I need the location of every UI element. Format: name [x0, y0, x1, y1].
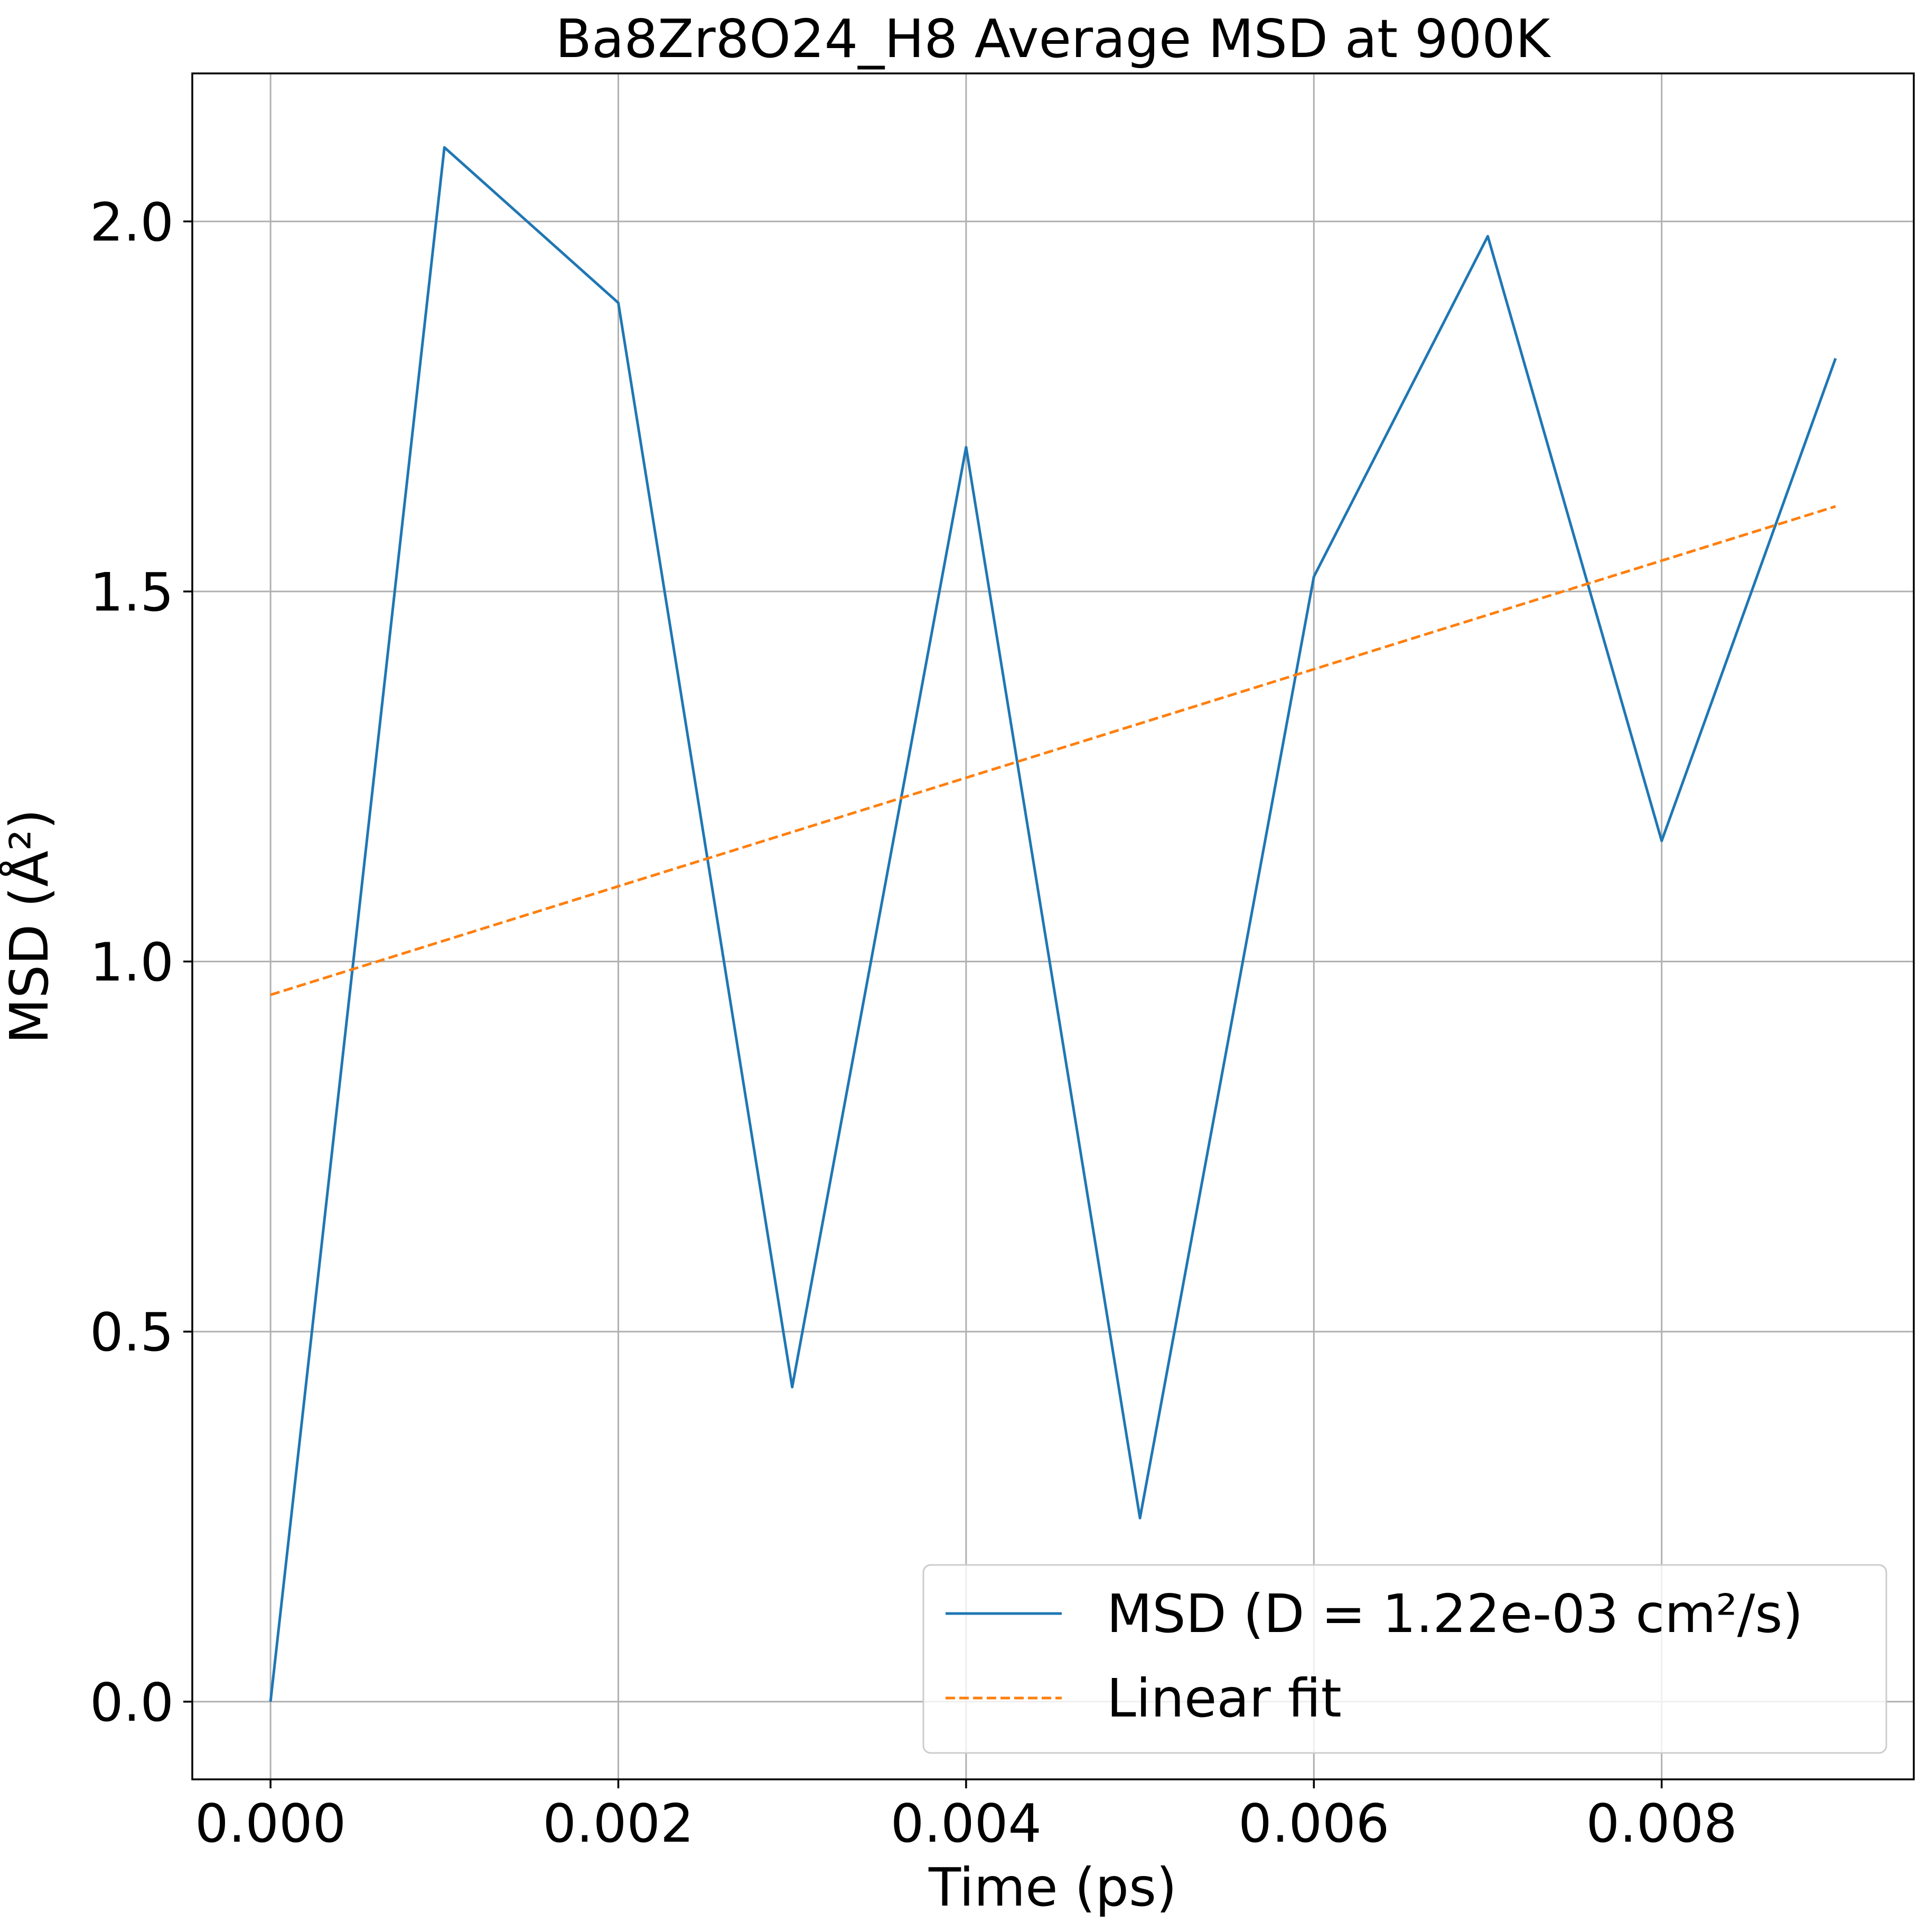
msd-series-line [269, 146, 1837, 1702]
y-tick-label: 1.0 [90, 932, 174, 993]
x-tick-label: 0.008 [1586, 1793, 1737, 1854]
y-tick-label: 0.0 [90, 1672, 174, 1733]
x-axis-label: Time (ps) [928, 1856, 1177, 1918]
plot-frame [191, 72, 1915, 1780]
series-lines [269, 146, 1837, 1702]
legend: MSD (D = 1.22e-03 cm²/s) Linear fit [922, 1564, 1887, 1754]
y-tick-label: 2.0 [90, 191, 174, 253]
linear-fit-line [270, 505, 1836, 996]
y-tick-label: 0.5 [90, 1301, 174, 1363]
chart-title: Ba8Zr8O24_H8 Average MSD at 900K [555, 8, 1551, 70]
y-axis-label: MSD (Å²) [0, 809, 60, 1044]
legend-box [922, 1564, 1887, 1754]
x-tick-label: 0.000 [195, 1793, 346, 1854]
x-axis-ticks: 0.000 0.002 0.004 0.006 0.008 [195, 1779, 1737, 1854]
y-tick-label: 1.5 [90, 561, 174, 623]
legend-fit-label: Linear fit [1107, 1667, 1342, 1729]
x-tick-label: 0.004 [891, 1793, 1042, 1854]
x-tick-label: 0.002 [542, 1793, 694, 1854]
legend-msd-label: MSD (D = 1.22e-03 cm²/s) [1107, 1583, 1803, 1645]
y-axis-ticks: 0.0 0.5 1.0 1.5 2.0 [90, 191, 192, 1733]
x-tick-label: 0.006 [1238, 1793, 1389, 1854]
